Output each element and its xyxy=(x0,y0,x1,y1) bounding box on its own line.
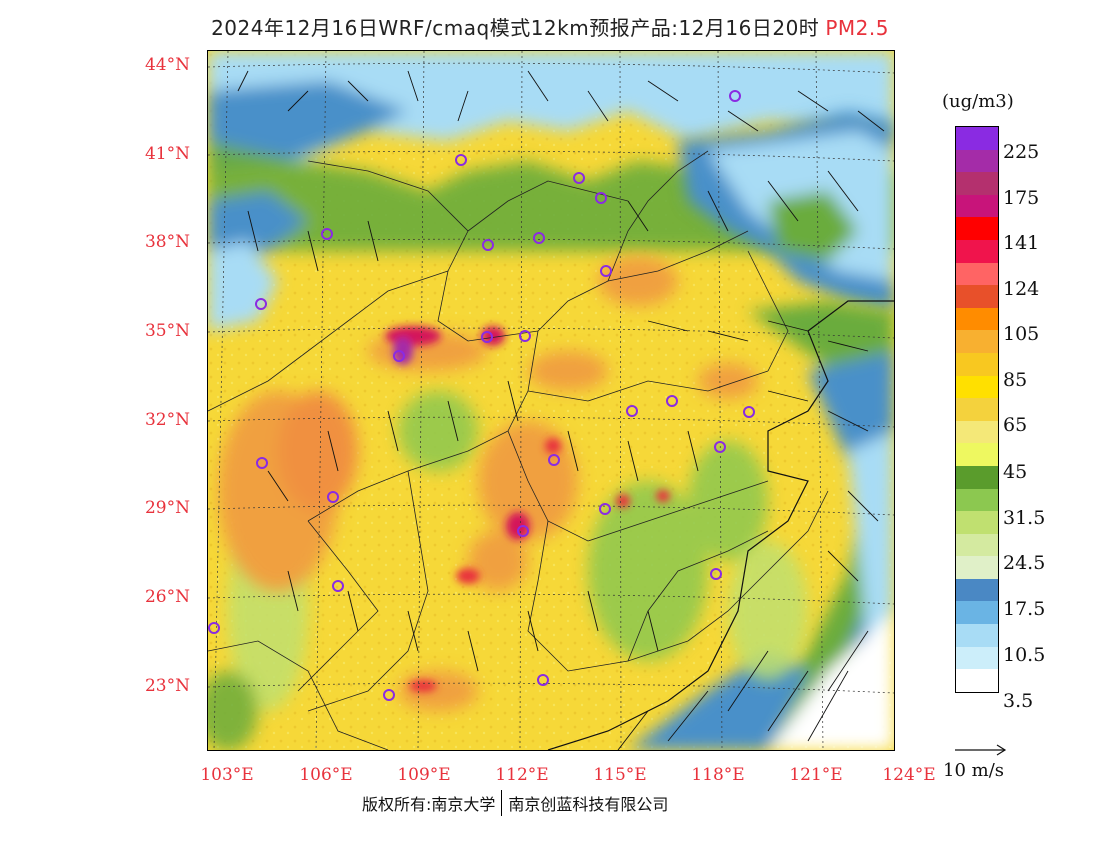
title-main: 2024年12月16日WRF/cmaq模式12km预报产品:12月16日20时 xyxy=(211,16,820,40)
legend-label: 124 xyxy=(1003,278,1040,300)
wind-reference-label: 10 m/s xyxy=(943,760,1004,781)
legend-swatch xyxy=(956,375,998,399)
lat-label-26: 26°N xyxy=(144,587,190,607)
legend-swatch xyxy=(956,646,998,670)
legend-swatch xyxy=(956,172,998,195)
wind-reference-arrow xyxy=(955,744,1007,756)
city-markers xyxy=(208,90,755,701)
lat-label-44: 44°N xyxy=(144,55,190,75)
wind-vectors xyxy=(237,70,885,750)
legend-swatch xyxy=(956,556,998,579)
legend-label: 225 xyxy=(1003,141,1040,163)
lat-label-41: 41°N xyxy=(144,144,190,164)
legend-label: 10.5 xyxy=(1003,644,1046,666)
legend-swatch xyxy=(956,352,998,376)
legend-swatch xyxy=(956,149,998,173)
legend-swatch xyxy=(956,262,998,286)
lon-label-115: 115°E xyxy=(593,765,647,785)
lon-label-124: 124°E xyxy=(882,765,936,785)
province-boundaries xyxy=(208,150,829,750)
legend-label: 17.5 xyxy=(1003,598,1046,620)
lon-label-112: 112°E xyxy=(495,765,549,785)
legend-swatch xyxy=(956,488,998,512)
legend-swatch xyxy=(956,307,998,331)
lat-label-23: 23°N xyxy=(144,676,190,696)
map-title: 2024年12月16日WRF/cmaq模式12km预报产品:12月16日20时 P… xyxy=(0,12,1100,41)
legend-swatch xyxy=(956,239,998,263)
legend-label: 24.5 xyxy=(1003,552,1046,574)
color-legend xyxy=(955,126,999,693)
lat-label-29: 29°N xyxy=(144,498,190,518)
coastline xyxy=(547,300,894,750)
lon-label-109: 109°E xyxy=(397,765,451,785)
legend-label: 175 xyxy=(1003,187,1040,209)
bohai-sea-area xyxy=(678,111,894,311)
legend-swatch xyxy=(956,601,998,625)
lat-label-32: 32°N xyxy=(144,410,190,430)
legend-swatch xyxy=(956,578,998,602)
legend-label: 65 xyxy=(1003,414,1028,436)
copyright-footer: 版权所有:南京大学 南京创蓝科技有限公司 xyxy=(362,790,668,816)
legend-swatch xyxy=(956,330,998,353)
lon-label-106: 106°E xyxy=(299,765,353,785)
footer-divider xyxy=(501,790,503,816)
lat-label-35: 35°N xyxy=(144,321,190,341)
legend-unit: (ug/m3) xyxy=(942,91,1014,112)
company-name: 南京创蓝科技有限公司 xyxy=(508,795,669,814)
legend-label: 31.5 xyxy=(1003,507,1046,529)
legend-swatch xyxy=(956,127,998,150)
legend-swatch xyxy=(956,285,998,308)
lon-label-118: 118°E xyxy=(691,765,745,785)
legend-swatch xyxy=(956,465,998,489)
graticule xyxy=(208,51,894,750)
legend-swatch xyxy=(956,217,998,240)
legend-swatch xyxy=(956,511,998,534)
lat-label-38: 38°N xyxy=(144,232,190,252)
legend-swatch xyxy=(956,194,998,218)
title-product: PM2.5 xyxy=(825,16,889,40)
lon-label-103: 103°E xyxy=(200,765,254,785)
legend-swatch xyxy=(956,624,998,647)
pm25-concentration-field xyxy=(208,51,894,750)
inland-green-patches xyxy=(208,391,808,750)
legend-swatch xyxy=(956,443,998,466)
legend-swatch xyxy=(956,398,998,421)
legend-label: 85 xyxy=(1003,369,1028,391)
legend-label: 3.5 xyxy=(1003,690,1034,712)
copyright-text: 版权所有:南京大学 xyxy=(362,795,496,814)
legend-label: 141 xyxy=(1003,232,1040,254)
legend-label: 45 xyxy=(1003,461,1028,483)
pm25-map xyxy=(207,50,895,751)
legend-swatch xyxy=(956,669,998,692)
legend-label: 105 xyxy=(1003,323,1040,345)
legend-swatch xyxy=(956,533,998,557)
lon-label-121: 121°E xyxy=(789,765,843,785)
legend-swatch xyxy=(956,420,998,444)
